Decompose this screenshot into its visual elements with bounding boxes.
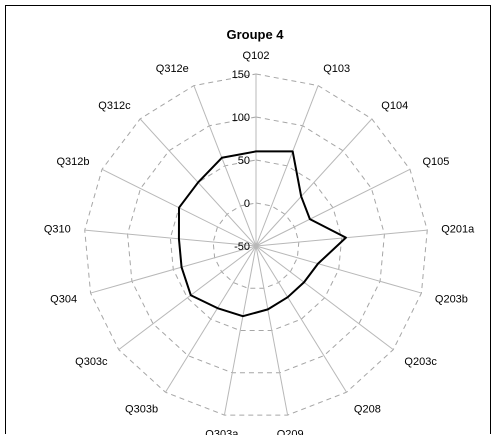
tick-label-1: 0	[244, 198, 250, 210]
axis-label-q304: Q304	[50, 293, 77, 305]
axis-label-q201a: Q201a	[441, 223, 475, 235]
axis-label-q203b: Q203b	[435, 293, 468, 305]
series-layer	[179, 151, 346, 316]
tick-label-0: -50	[234, 241, 250, 253]
axis-label-q312e: Q312e	[156, 63, 189, 75]
series-line-0	[179, 151, 346, 316]
axis-label-q209: Q209	[277, 429, 304, 435]
axis-label-q105: Q105	[423, 156, 450, 168]
spoke-q310	[85, 230, 256, 246]
axis-label-q312b: Q312b	[56, 156, 89, 168]
tick-label-3: 100	[232, 112, 250, 124]
spoke-q201a	[256, 230, 427, 246]
axis-label-q103: Q103	[323, 63, 350, 75]
spoke-q203c	[256, 246, 393, 350]
chart-title: Groupe 4	[226, 27, 284, 42]
axis-spokes	[85, 74, 428, 415]
spoke-q105	[256, 169, 410, 246]
axis-label-q102: Q102	[243, 50, 270, 62]
axis-label-q303c: Q303c	[75, 356, 108, 368]
tick-label-2: 50	[238, 155, 250, 167]
axis-label-q208: Q208	[354, 403, 381, 415]
axis-label-q310: Q310	[44, 223, 71, 235]
radial-tick-labels: -50 0 50 100 150	[232, 69, 250, 253]
spoke-q103	[256, 86, 318, 246]
spoke-q104	[256, 119, 372, 246]
axis-label-q203c: Q203c	[404, 356, 437, 368]
axis-label-q104: Q104	[381, 100, 408, 112]
tick-label-4: 150	[232, 69, 250, 81]
chart-frame: Groupe 4 -50 0 50 100 150 Q102 Q103 Q104 Q105 Q2…	[5, 5, 491, 434]
spoke-q303c	[119, 246, 256, 350]
axis-label-q303a: Q303a	[205, 429, 239, 435]
axis-label-q312c: Q312c	[98, 100, 131, 112]
radar-chart: Groupe 4 -50 0 50 100 150 Q102 Q103 Q104 Q105 Q2…	[6, 6, 492, 435]
axis-label-q303b: Q303b	[125, 403, 158, 415]
